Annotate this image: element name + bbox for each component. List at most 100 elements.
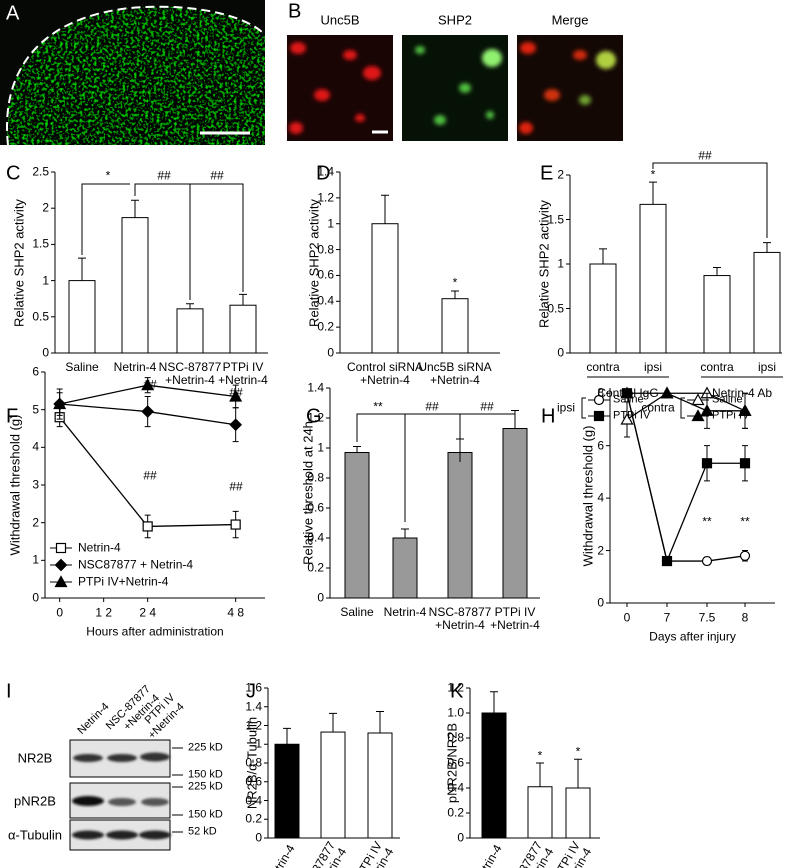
y-tick-label: 0.6 [307,500,324,515]
y-tick-label: 1.6 [245,680,262,695]
bar [392,537,418,599]
error-bar [186,303,194,309]
y-tick-label: 0 [42,345,49,360]
bar [441,298,469,354]
x-tick-label: contra [700,360,734,374]
y-tick-label: 1.5 [547,212,564,226]
error-bar [451,290,459,299]
significance-mark: * [105,168,111,183]
marker [661,555,673,567]
significance-mark: ## [143,468,157,483]
y-tick-label: 0.6 [245,774,262,789]
y-tick-label: 1.2 [447,680,464,695]
y-tick-label: 0 [255,830,262,845]
y-tick-label: 0.4 [317,293,334,308]
y-tick-label: 1 [32,552,39,567]
panel-label: H [541,405,556,428]
x-axis-title: Days after injury [649,629,736,644]
significance-mark: ## [698,148,712,163]
x-tick-label: contra [586,360,620,374]
marker [620,386,634,399]
marker-ticks [172,747,183,833]
y-tick-label: 3 [32,477,39,492]
y-tick-label: 0.5 [547,301,564,315]
series-line [626,392,746,421]
x-tick-label: 0 [623,610,631,625]
group-label: Netrin-4 Ab [711,386,773,400]
y-tick-label: 1 [255,736,262,751]
series-line [627,392,745,412]
micrograph-unc5b [287,35,393,141]
panel-label: A [6,2,20,25]
series-line [626,393,745,564]
marker [53,397,67,410]
x-tick-label: 0 [56,605,63,620]
y-tick-label: 0.8 [245,755,262,770]
marker [739,458,751,469]
marker [229,418,243,432]
marker [700,404,714,416]
x-tick-label: 7 [663,610,671,625]
x-tick-label: NSC-87877 +Netrin-4 [158,360,222,387]
error-bar [401,528,409,538]
x-tick-label: 1 2 [95,605,112,620]
y-tick-label: 0.4 [245,793,262,807]
bar [367,732,393,839]
error-bar [599,248,607,264]
y-axis-title: Relative SHP2 activity [536,200,552,328]
significance-mark: ## [229,385,243,400]
marker-label: 52 kD [188,825,217,838]
marker [142,521,153,532]
x-tick-label: 7.5 [698,610,716,625]
y-tick-label: 1.2 [245,718,262,732]
significance-mark: * [575,744,581,759]
y-tick-label: 1.5 [32,236,49,251]
bar [344,452,370,599]
significance-mark: ## [157,168,171,183]
y-tick-label: 1.2 [307,410,324,425]
y-tick-label: 0 [557,345,564,360]
merged-cells [519,42,616,134]
significance-bracket [134,183,244,292]
channel-label: Unc5B [320,12,360,28]
panel-label: F [6,405,19,428]
significance-mark: * [452,275,458,290]
bar [320,731,346,839]
marker [701,458,713,469]
bar [68,280,96,354]
error-bar [511,410,519,429]
y-tick-label: 0.5 [32,309,49,324]
y-tick-label: 2.5 [32,164,49,179]
error-bar [381,194,389,224]
significance-bracket [652,162,768,238]
y-tick-label: 1.4 [307,380,324,395]
y-tick-label: 2 [597,543,604,558]
x-tick-label: 2 4 [139,605,156,620]
y-tick-label: 1 [317,440,324,455]
row-label: α-Tubulin [8,827,62,843]
y-tick-label: 2 [557,167,564,182]
y-tick-label: 0.6 [447,755,464,770]
y-tick-label: 0.6 [317,267,334,282]
y-tick-label: 6 [597,438,604,453]
error-bar [329,712,337,733]
green-cells [415,46,502,125]
y-tick-label: 1.0 [447,705,464,720]
marker [141,405,155,418]
significance-mark: ## [480,399,494,414]
y-tick-label: 0.2 [317,319,334,334]
bands [72,752,171,840]
panel-label: J [246,680,256,703]
y-axis-title: Relative SHP2 activity [306,198,322,327]
error-bar [713,267,721,276]
error-bar [490,691,498,713]
bar [447,452,473,599]
legend-label: Saline [712,393,743,406]
legend-label: PTPi IV [613,409,651,422]
marker-label: 225 kD [188,780,223,793]
group-label: Control IgG [597,386,659,400]
y-tick-label: 1.2 [317,190,334,205]
marker-label: 150 kD [188,768,223,781]
